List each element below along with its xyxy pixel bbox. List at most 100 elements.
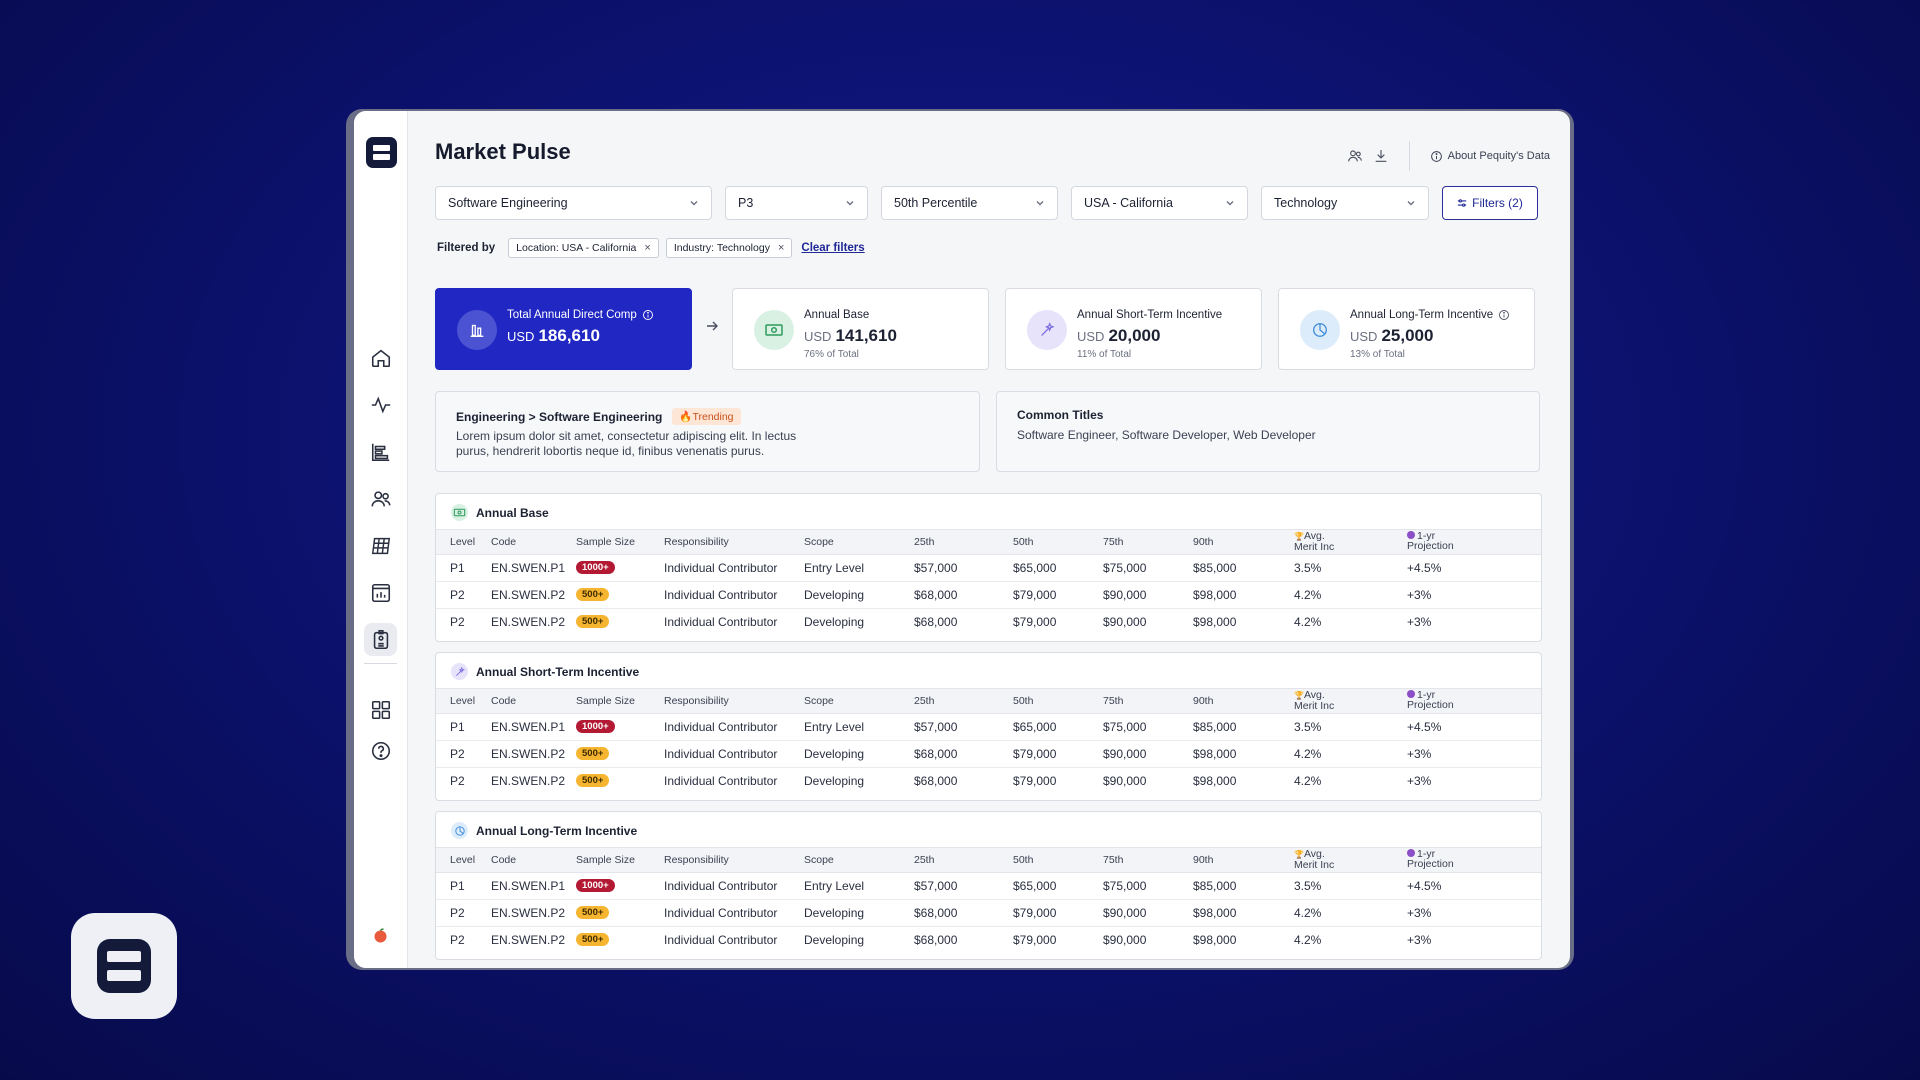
column-header-p75[interactable]: 75th: [1103, 854, 1124, 866]
currency-label: USD: [507, 329, 535, 344]
column-header-p50[interactable]: 50th: [1013, 695, 1034, 707]
table-row[interactable]: P2 EN.SWEN.P2 500+ Individual Contributor De…: [436, 581, 1541, 609]
column-header-p90[interactable]: 90th: [1193, 854, 1214, 866]
column-header-projection[interactable]: 1-yr Projection: [1407, 849, 1454, 869]
sidebar-item-market-pulse[interactable]: [364, 623, 397, 656]
table-row[interactable]: P1 EN.SWEN.P1 1000+ Individual Contributor E…: [436, 872, 1541, 900]
cell-code: EN.SWEN.P2: [491, 747, 566, 761]
filter-chip-industry[interactable]: Industry: Technology ×: [665, 238, 793, 258]
table-title: Annual Base: [476, 505, 549, 520]
column-header-p50[interactable]: 50th: [1013, 854, 1034, 866]
crystal-ball-icon: [1407, 849, 1415, 857]
column-header-p25[interactable]: 25th: [914, 854, 935, 866]
cell-merit: 4.2%: [1294, 588, 1322, 602]
column-header-merit[interactable]: 🏆Avg. Merit Inc: [1294, 849, 1334, 871]
column-header-merit[interactable]: 🏆Avg. Merit Inc: [1294, 531, 1334, 553]
cell-merit: 3.5%: [1294, 879, 1322, 893]
column-header-sample[interactable]: Sample Size: [576, 854, 635, 866]
sidebar-item-analytics[interactable]: [364, 576, 397, 609]
table-row[interactable]: P2 EN.SWEN.P2 500+ Individual Contributor De…: [436, 608, 1541, 635]
sidebar-item-help[interactable]: [364, 734, 397, 767]
column-header-responsibility[interactable]: Responsibility: [664, 854, 729, 866]
cell-p90: $85,000: [1193, 561, 1237, 575]
table-row[interactable]: P1 EN.SWEN.P1 1000+ Individual Contributor E…: [436, 554, 1541, 582]
sidebar-item-home[interactable]: [364, 341, 397, 374]
column-header-level[interactable]: Level: [450, 695, 476, 707]
column-header-p75[interactable]: 75th: [1103, 695, 1124, 707]
table-row[interactable]: P2 EN.SWEN.P2 500+ Individual Contributor De…: [436, 899, 1541, 927]
cell-p25: $57,000: [914, 879, 958, 893]
user-avatar-icon[interactable]: [373, 928, 388, 943]
annual-base-value: USD 141,610: [804, 326, 897, 346]
industry-select[interactable]: Technology: [1261, 186, 1429, 220]
cell-proj: +3%: [1407, 615, 1432, 629]
pie-chart-icon: [451, 822, 468, 839]
column-header-level[interactable]: Level: [450, 854, 476, 866]
column-header-merit[interactable]: 🏆Avg. Merit Inc: [1294, 690, 1334, 712]
column-header-level[interactable]: Level: [450, 536, 476, 548]
cell-p25: $68,000: [914, 615, 958, 629]
column-header-p25[interactable]: 25th: [914, 695, 935, 707]
close-icon[interactable]: ×: [777, 242, 785, 254]
sti-card: Annual Short-Term Incentive USD 20,000 11…: [1005, 288, 1262, 370]
download-button[interactable]: [1373, 148, 1389, 164]
column-header-code[interactable]: Code: [491, 536, 517, 548]
currency-label: USD: [804, 329, 832, 344]
column-header-scope[interactable]: Scope: [804, 854, 834, 866]
clear-filters-link[interactable]: Clear filters: [801, 242, 865, 254]
column-header-responsibility[interactable]: Responsibility: [664, 536, 729, 548]
amount: 141,610: [835, 326, 897, 345]
column-header-p90[interactable]: 90th: [1193, 695, 1214, 707]
column-header-responsibility[interactable]: Responsibility: [664, 695, 729, 707]
close-icon[interactable]: ×: [644, 242, 651, 254]
cell-level: P2: [450, 906, 465, 920]
cell-p75: $90,000: [1103, 747, 1147, 761]
cell-p50: $65,000: [1013, 720, 1057, 734]
table-row[interactable]: P2 EN.SWEN.P2 500+ Individual Contributor De…: [436, 767, 1541, 794]
column-header-sample[interactable]: Sample Size: [576, 536, 635, 548]
table-row[interactable]: P1 EN.SWEN.P1 1000+ Individual Contributor E…: [436, 713, 1541, 741]
percentile-value: 50th Percentile: [894, 196, 978, 210]
annual-base-badge: [754, 310, 794, 350]
filters-button-label: Filters (2): [1472, 196, 1523, 210]
amount: 20,000: [1108, 326, 1161, 345]
job-family-select[interactable]: Software Engineering: [435, 186, 712, 220]
header-line: 1-yr: [1417, 530, 1436, 542]
column-header-code[interactable]: Code: [491, 854, 517, 866]
sidebar-item-reports[interactable]: [364, 435, 397, 468]
column-header-p75[interactable]: 75th: [1103, 536, 1124, 548]
column-header-p50[interactable]: 50th: [1013, 536, 1034, 548]
sidebar-item-apps[interactable]: [364, 693, 397, 726]
cell-scope: Developing: [804, 588, 865, 602]
column-header-code[interactable]: Code: [491, 695, 517, 707]
sidebar-item-data-table[interactable]: [364, 529, 397, 562]
column-header-scope[interactable]: Scope: [804, 536, 834, 548]
sidebar: [354, 111, 408, 968]
job-description-line: purus, hendrerit lobortis neque id, fini…: [456, 444, 765, 458]
table-row[interactable]: P2 EN.SWEN.P2 500+ Individual Contributor De…: [436, 926, 1541, 953]
sidebar-item-activity[interactable]: [364, 388, 397, 421]
column-header-scope[interactable]: Scope: [804, 695, 834, 707]
cell-proj: +3%: [1407, 747, 1432, 761]
percentile-select[interactable]: 50th Percentile: [881, 186, 1058, 220]
app-logo-icon[interactable]: [366, 137, 397, 168]
trophy-icon: 🏆: [1294, 532, 1304, 541]
cell-proj: +4.5%: [1407, 720, 1442, 734]
share-users-button[interactable]: [1347, 148, 1363, 164]
column-header-sample[interactable]: Sample Size: [576, 695, 635, 707]
cell-proj: +4.5%: [1407, 561, 1442, 575]
filters-button[interactable]: Filters (2): [1442, 186, 1538, 220]
column-header-p25[interactable]: 25th: [914, 536, 935, 548]
location-select[interactable]: USA - California: [1071, 186, 1248, 220]
about-data-link[interactable]: About Pequity's Data: [1430, 150, 1550, 163]
column-header-projection[interactable]: 1-yr Projection: [1407, 690, 1454, 710]
info-icon[interactable]: [642, 309, 654, 321]
table-row[interactable]: P2 EN.SWEN.P2 500+ Individual Contributor De…: [436, 740, 1541, 768]
filter-chip-location[interactable]: Location: USA - California ×: [508, 238, 659, 258]
info-icon[interactable]: [1498, 309, 1510, 321]
sidebar-item-people[interactable]: [364, 482, 397, 515]
cell-p50: $79,000: [1013, 588, 1057, 602]
level-select[interactable]: P3: [725, 186, 868, 220]
column-header-p90[interactable]: 90th: [1193, 536, 1214, 548]
column-header-projection[interactable]: 1-yr Projection: [1407, 531, 1454, 551]
